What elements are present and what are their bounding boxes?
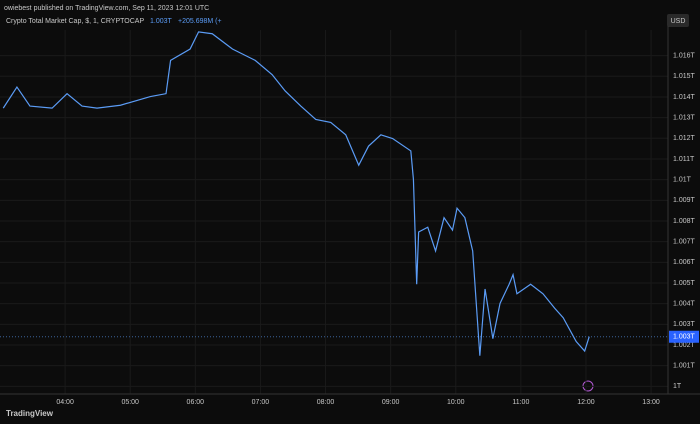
y-tick-label: 1.003T <box>673 321 696 328</box>
y-tick-label: 1.016T <box>673 52 696 59</box>
y-tick-label: 1.007T <box>673 239 696 246</box>
x-tick-label: 08:00 <box>317 399 335 406</box>
last-price-tag <box>669 330 699 343</box>
x-tick-label: 07:00 <box>252 399 270 406</box>
y-tick-label: 1.004T <box>673 301 696 308</box>
last-price-label: 1.003T <box>673 334 696 341</box>
x-tick-label: 11:00 <box>512 399 529 406</box>
x-tick-label: 13:00 <box>642 399 660 406</box>
legend-value: 1.003T <box>150 18 173 25</box>
y-tick-label: 1.001T <box>673 363 696 370</box>
y-tick-label: 1T <box>673 383 682 390</box>
price-line <box>2 31 590 356</box>
currency-button[interactable] <box>667 14 689 27</box>
publisher-header: owiebest published on TradingView.com, S… <box>4 5 209 12</box>
y-tick-label: 1.011T <box>673 156 695 163</box>
x-tick-label: 09:00 <box>382 399 400 406</box>
x-tick-label: 12:00 <box>577 399 595 406</box>
y-tick-label: 1.012T <box>673 135 696 142</box>
y-tick-label: 1.013T <box>673 114 696 121</box>
y-tick-label: 1.002T <box>673 342 696 349</box>
y-tick-label: 1.006T <box>673 259 696 266</box>
x-tick-label: 06:00 <box>187 399 205 406</box>
brand: TradingView <box>6 409 54 418</box>
currency-label[interactable]: USD <box>671 18 686 25</box>
chart-title: Crypto Total Market Cap, $, 1, CRYPTOCAP <box>6 18 144 25</box>
x-tick-label: 05:00 <box>121 399 139 406</box>
y-tick-label: 1.01T <box>673 176 692 183</box>
x-tick-label: 04:00 <box>56 399 74 406</box>
y-tick-label: 1.015T <box>673 73 696 80</box>
y-tick-label: 1.009T <box>673 197 696 204</box>
y-tick-label: 1.005T <box>673 280 696 287</box>
legend-change: +205.698M (+ <box>178 18 222 25</box>
y-tick-label: 1.014T <box>673 94 696 101</box>
y-tick-label: 1.008T <box>673 218 696 225</box>
x-tick-label: 10:00 <box>447 399 465 406</box>
